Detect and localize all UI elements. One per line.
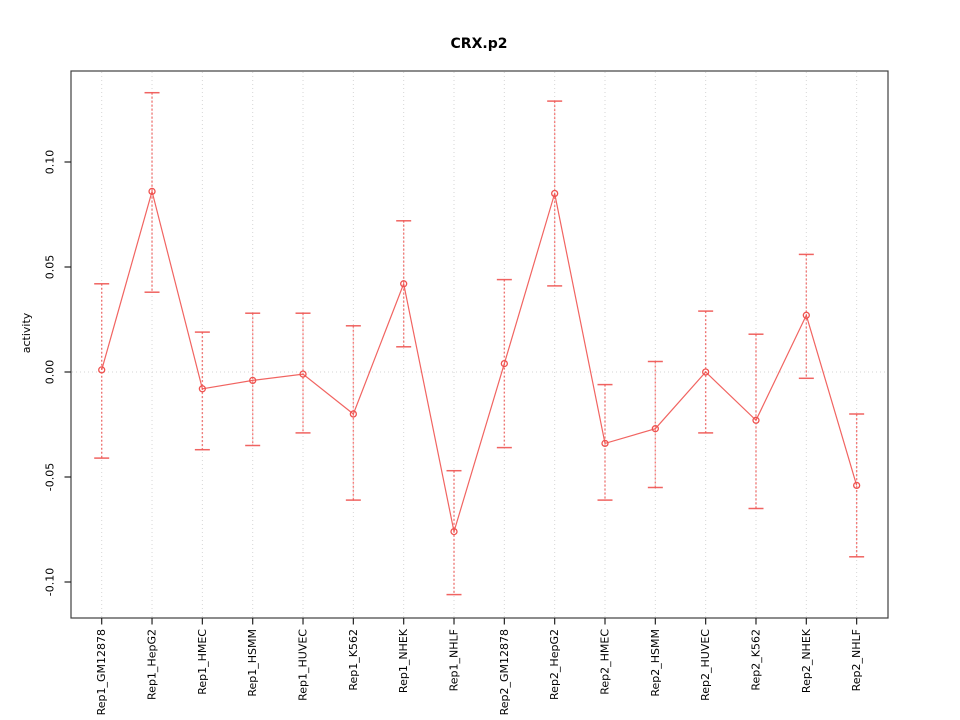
y-tick-label: 0.10 [44, 150, 57, 175]
chart-title: CRX.p2 [451, 36, 508, 52]
error-bar [94, 283, 110, 459]
data-point [450, 527, 458, 536]
axis-tick-labels: 0.10 0.05 0.00 -0.05 -0.10 Rep1_GM12878 Rep1_H… [44, 150, 864, 716]
y-tick-label: 0.00 [44, 360, 57, 385]
data-point [853, 481, 861, 490]
x-tick-label: Rep2_GM12878 [498, 629, 511, 715]
error-bar [748, 333, 764, 510]
x-tick-label: Rep1_HepG2 [146, 629, 159, 700]
x-tick-label: Rep2_HepG2 [548, 629, 561, 700]
x-tick-label: Rep1_GM12878 [95, 629, 108, 715]
data-point [299, 370, 307, 378]
x-tick-label: Rep1_NHEK [397, 628, 410, 693]
error-bar [245, 312, 261, 447]
x-tick-label: Rep1_HUVEC [297, 629, 310, 701]
y-tick-label: -0.05 [44, 463, 57, 491]
data-point [500, 359, 508, 368]
y-tick-label: -0.10 [44, 568, 57, 596]
data-point [249, 376, 257, 385]
error-bar [295, 312, 311, 434]
data-point [802, 311, 810, 319]
gridlines [72, 72, 887, 617]
x-tick-label: Rep1_HMEC [196, 629, 209, 695]
plot-border [70, 70, 889, 619]
data-point [400, 280, 408, 288]
data-point [198, 385, 207, 393]
data-point [752, 416, 760, 424]
error-bar [849, 413, 865, 558]
error-bar [446, 469, 462, 596]
error-bar [647, 360, 663, 489]
error-bar [144, 91, 160, 293]
data-point [349, 410, 358, 418]
x-tick-label: Rep2_HSMM [649, 629, 662, 697]
error-bar [194, 331, 210, 451]
y-tick-label: 0.05 [44, 255, 57, 280]
x-tick-label: Rep2_K562 [749, 629, 762, 691]
x-tick-label: Rep2_NHLF [850, 629, 863, 691]
x-tick-label: Rep1_NHLF [448, 629, 461, 691]
x-tick-label: Rep2_NHEK [800, 628, 813, 693]
error-bar [396, 220, 412, 348]
series-line [101, 189, 858, 532]
data-point [651, 425, 659, 433]
data-series [94, 91, 865, 596]
data-point [98, 366, 106, 374]
x-tick-label: Rep1_K562 [347, 629, 360, 691]
error-bar [345, 325, 361, 501]
data-point [702, 368, 710, 376]
data-point [148, 187, 156, 196]
x-tick-label: Rep1_HSMM [246, 629, 259, 697]
x-tick-label: Rep2_HMEC [599, 629, 612, 695]
y-axis-label: activity [20, 312, 33, 353]
data-point [551, 189, 559, 198]
data-point [601, 439, 609, 448]
axis-ticks [64, 161, 858, 625]
x-tick-label: Rep2_HUVEC [699, 629, 712, 701]
